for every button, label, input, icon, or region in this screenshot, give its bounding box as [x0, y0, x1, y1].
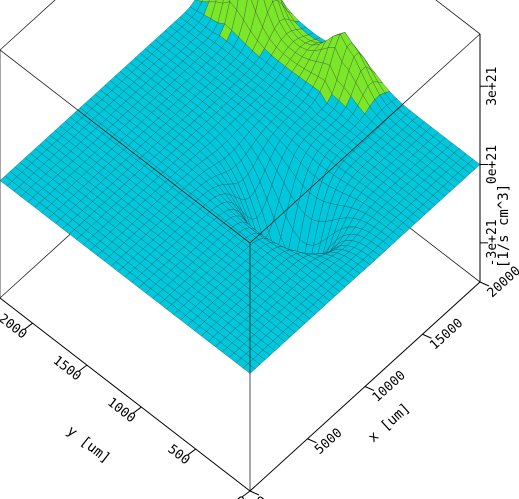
- y-tick-mark: [133, 406, 142, 414]
- x-tick-label: 15000: [427, 316, 466, 353]
- z-axis-label: [1/s cm^3]: [496, 184, 512, 268]
- y-tick-mark: [24, 322, 33, 330]
- z-tick-label: -3e+21: [485, 219, 500, 266]
- x-tick-mark: [364, 386, 375, 391]
- surface-mesh: [0, 0, 481, 374]
- x-tick-mark: [479, 281, 490, 287]
- surface-cell: [242, 363, 256, 374]
- y-tick-label: 0: [231, 494, 246, 499]
- x-tick-label: 0: [255, 494, 271, 499]
- box-edge: [0, 0, 56, 51]
- y-tick-label: 1000: [104, 395, 138, 426]
- z-tick-label: 0e+21: [485, 145, 500, 184]
- y-tick-label: 2000: [0, 311, 29, 342]
- y-tick-mark: [78, 364, 88, 372]
- y-tick-label: 1500: [50, 353, 84, 384]
- y-tick-label: 500: [165, 442, 193, 468]
- y-axis-line: [0, 297, 251, 492]
- y-axis-label: y [um]: [64, 423, 114, 467]
- x-axis-label: x [um]: [365, 400, 413, 446]
- y-tick-mark: [241, 490, 251, 498]
- x-tick-mark: [249, 490, 260, 496]
- bounding-box-front: [0, 33, 481, 491]
- x-tick-mark: [307, 438, 317, 444]
- box-edge: [435, 0, 481, 35]
- y-tick-mark: [187, 448, 196, 456]
- box-edge: [249, 33, 481, 244]
- box-edge: [0, 49, 251, 244]
- x-tick-mark: [422, 333, 432, 339]
- z-tick-label: 3e+21: [485, 67, 500, 106]
- surface-cell: [250, 0, 259, 13]
- x-tick-label: 20000: [485, 264, 519, 301]
- x-tick-label: 10000: [370, 368, 409, 405]
